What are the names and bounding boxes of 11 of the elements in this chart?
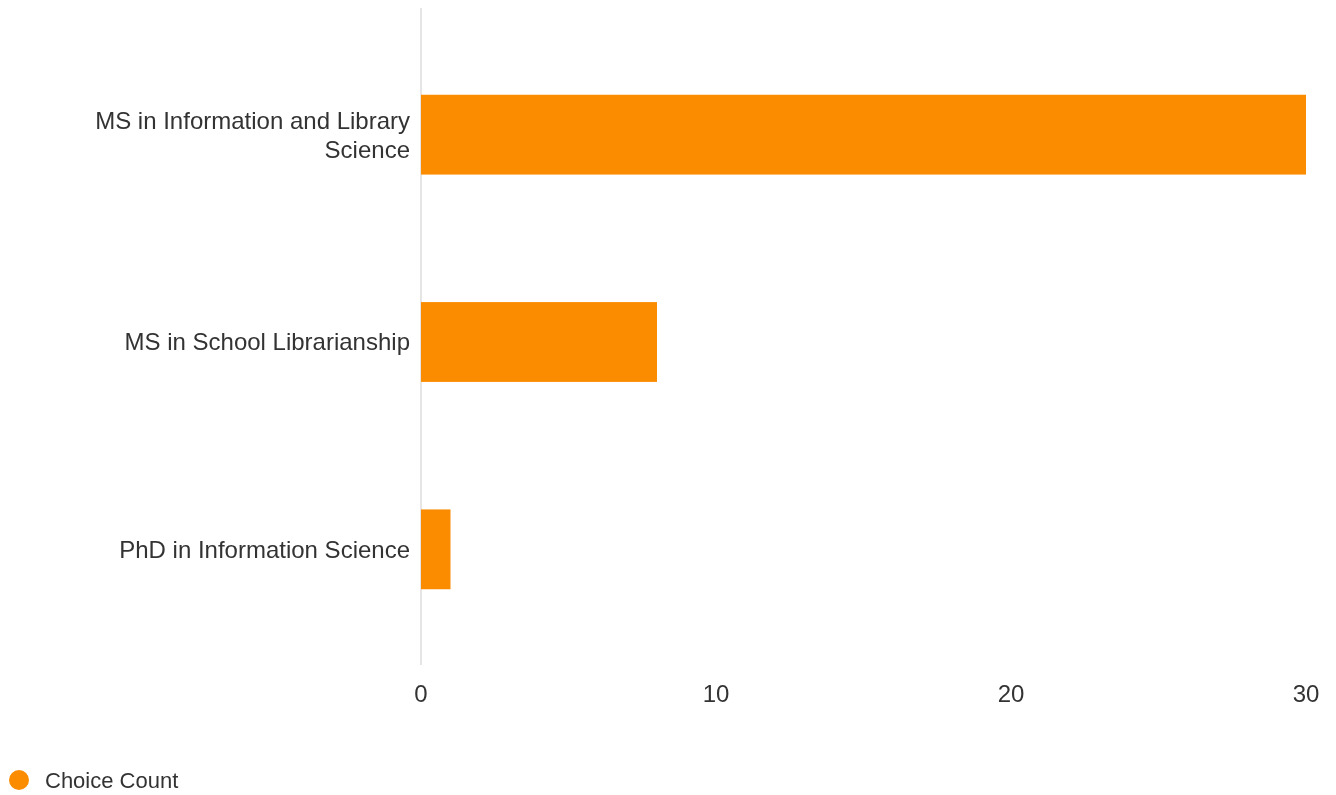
x-tick-label: 20	[997, 680, 1025, 707]
y-tick-label: PhD in Information Science	[119, 535, 410, 563]
x-tick-label: 10	[702, 680, 730, 707]
x-tick-label: 30	[1292, 680, 1320, 707]
y-tick-label: MS in Information and Library Science	[95, 106, 410, 163]
legend-label: Choice Count	[45, 767, 179, 793]
y-tick-label: MS in School Librarianship	[124, 328, 410, 356]
bar	[421, 509, 451, 590]
x-tick-label: 0	[414, 680, 428, 707]
bar	[421, 94, 1306, 175]
bar	[421, 302, 657, 382]
